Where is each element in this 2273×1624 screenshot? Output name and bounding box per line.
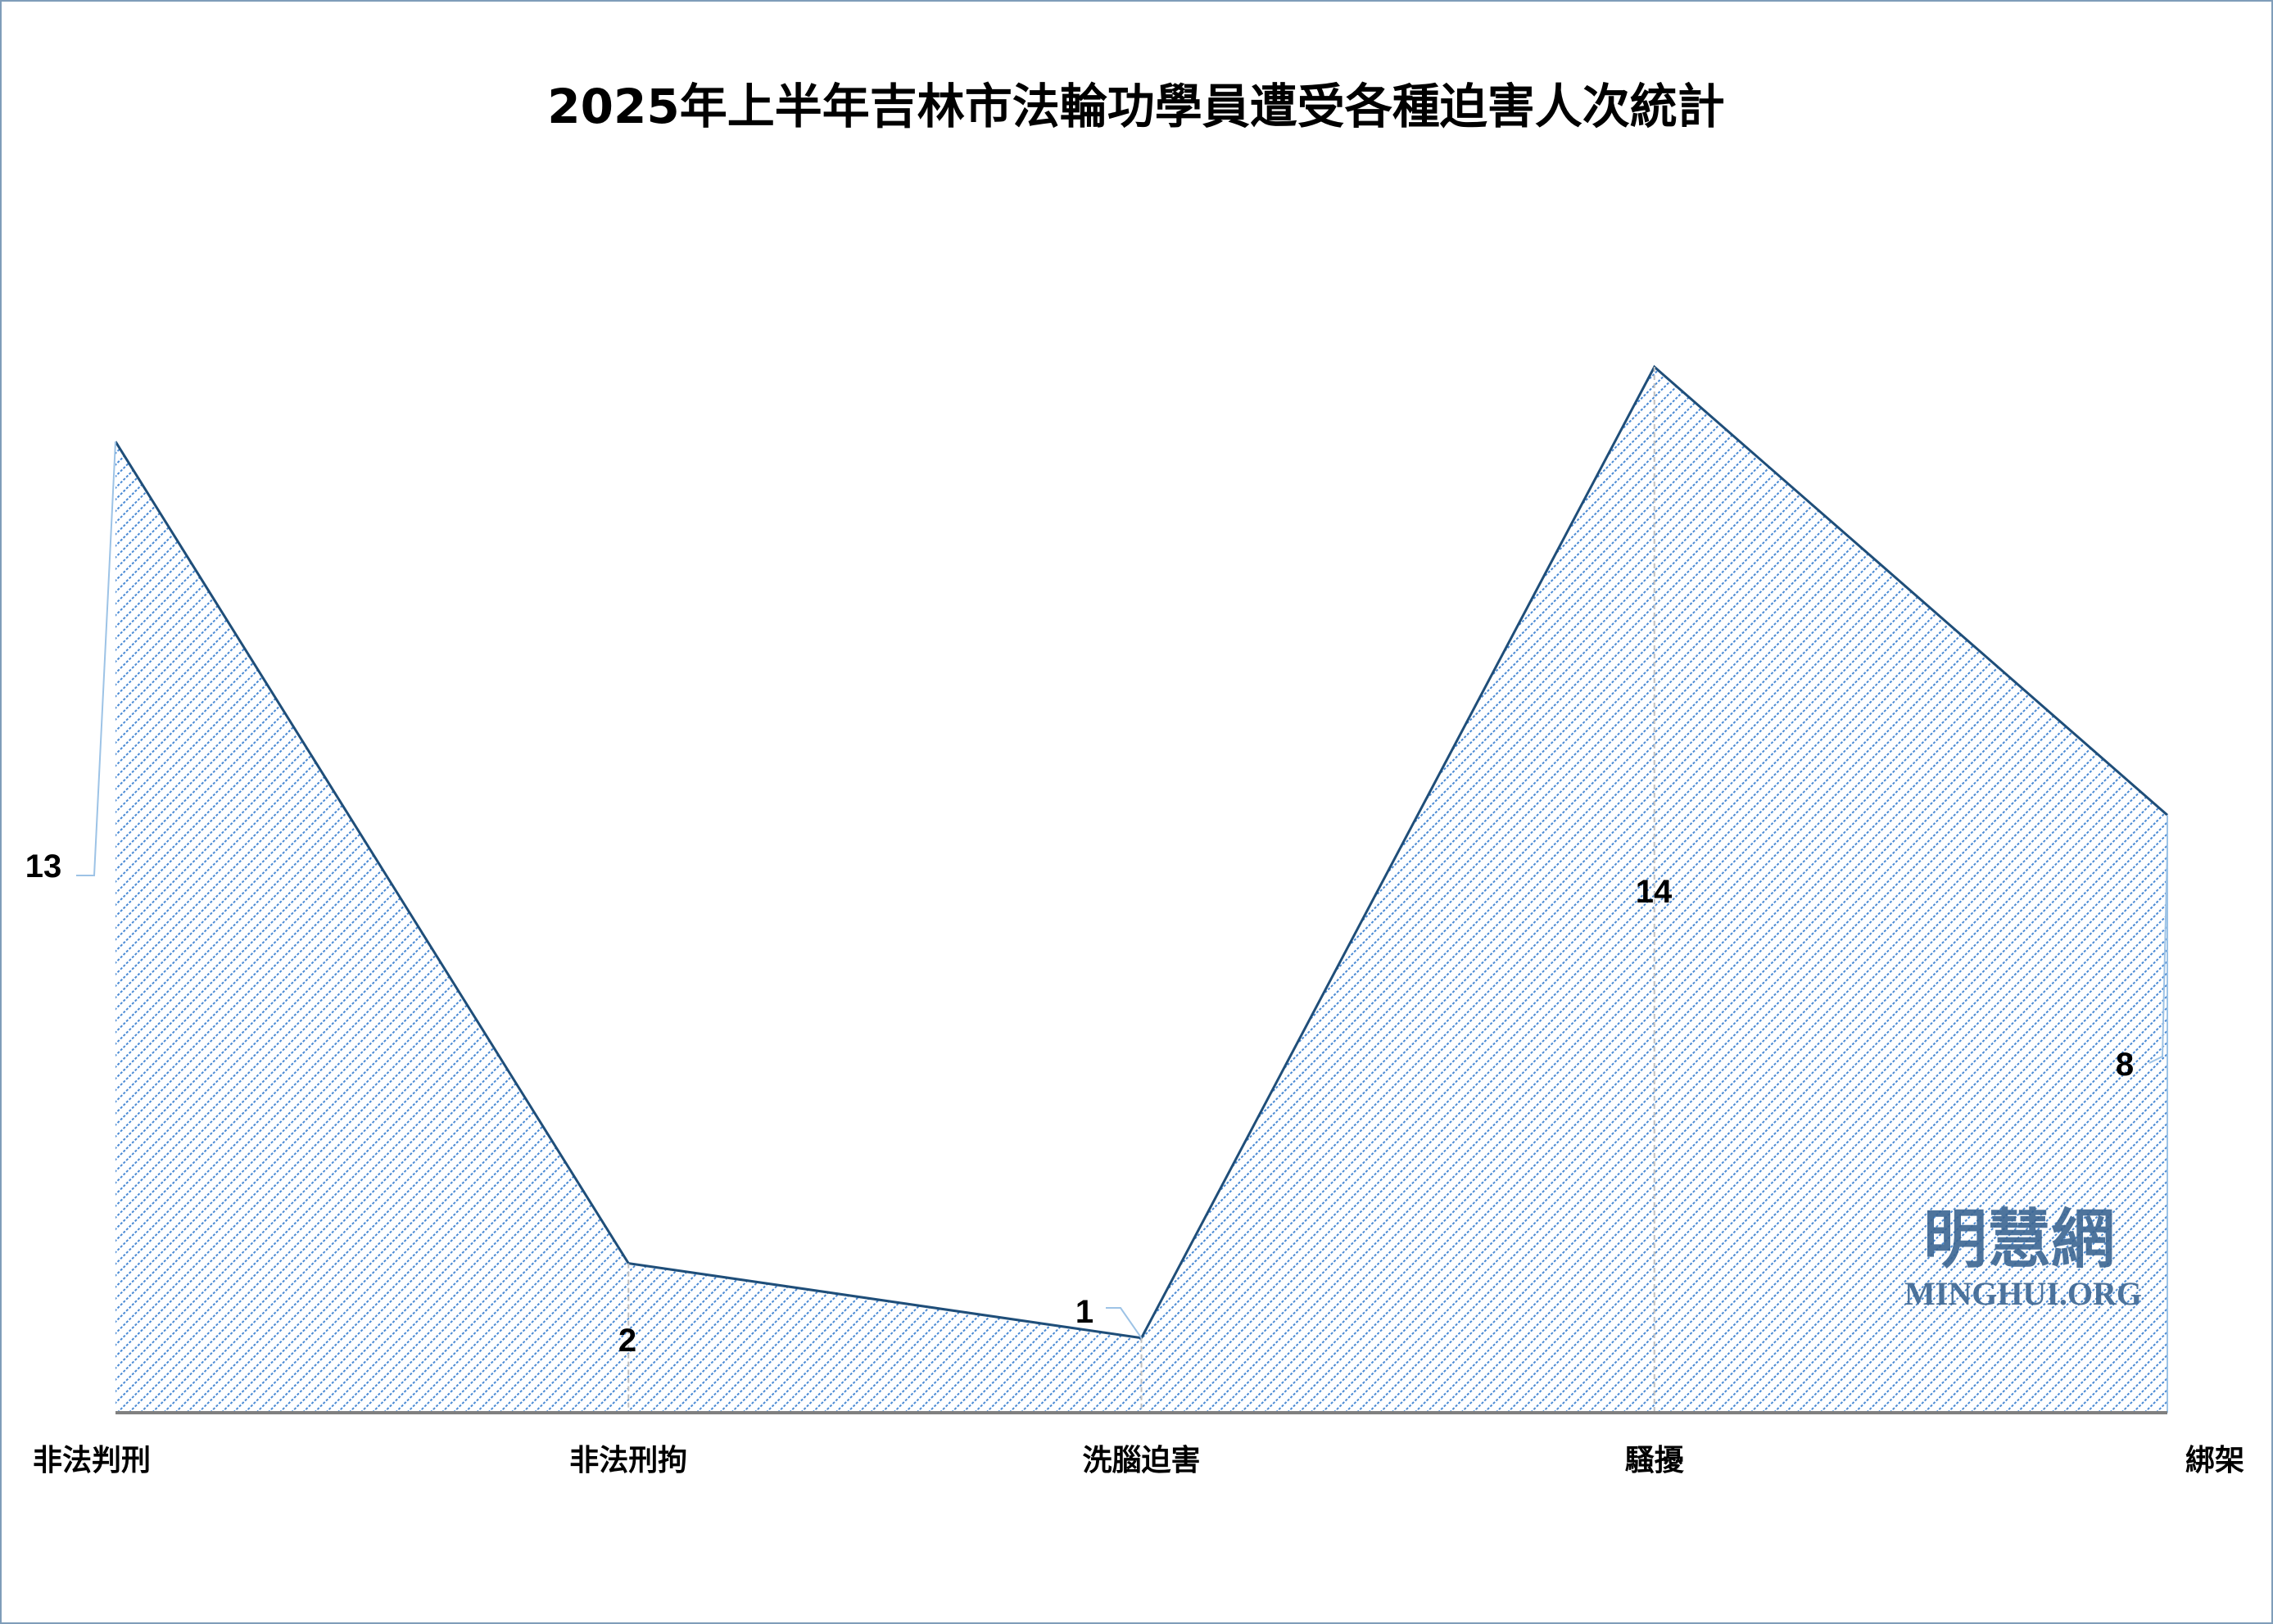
category-label: 綁架 (2185, 1444, 2244, 1477)
category-label: 洗腦迫害 (1082, 1444, 1200, 1477)
data-label: 14 (1636, 874, 1673, 910)
category-label: 非法刑拘 (569, 1444, 687, 1477)
data-label: 1 (1075, 1294, 1093, 1330)
chart-title: 2025年上半年吉林市法輪功學員遭受各種迫害人次統計 (547, 79, 1724, 134)
category-label: 非法判刑 (33, 1444, 151, 1477)
watermark-chinese: 明慧網 (1923, 1202, 2115, 1277)
watermark: 明慧網 MINGHUI.ORG (1904, 1202, 2142, 1312)
leader-line (2148, 848, 2168, 1064)
area-fill (115, 367, 2167, 1413)
category-label: 騷擾 (1625, 1444, 1685, 1477)
watermark-english: MINGHUI.ORG (1904, 1275, 2142, 1312)
leader-line (1106, 1307, 1143, 1339)
data-label: 8 (2116, 1047, 2134, 1083)
data-label: 13 (25, 848, 62, 884)
data-label: 2 (618, 1323, 636, 1359)
leader-line (76, 441, 116, 876)
